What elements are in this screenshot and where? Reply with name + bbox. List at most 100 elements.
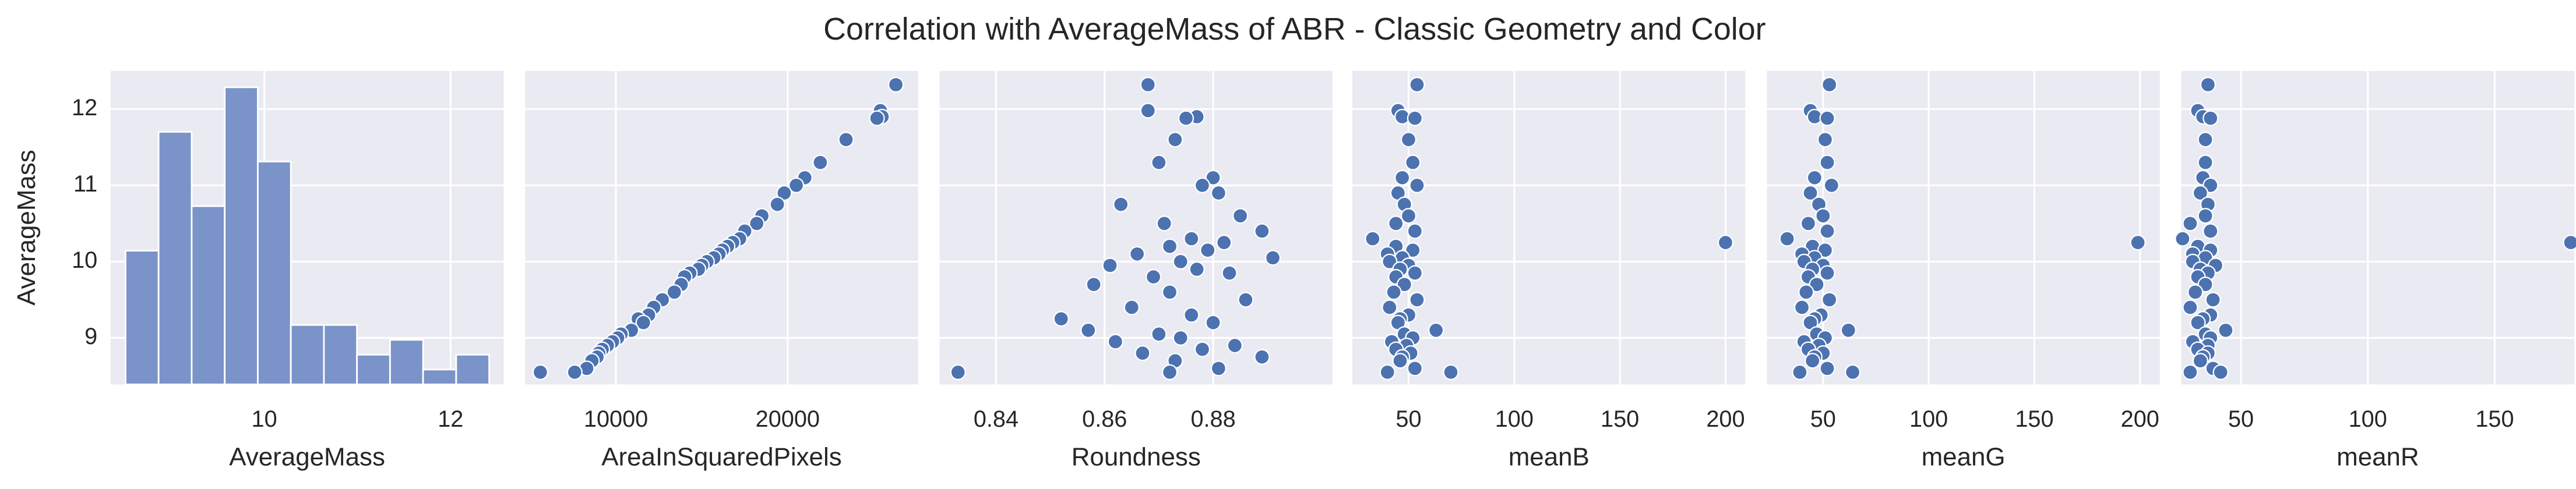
x-tick-label: 200	[2121, 406, 2159, 432]
scatter-point	[1806, 169, 1823, 186]
x-tick-label: 150	[2015, 406, 2053, 432]
scatter-point	[1254, 223, 1270, 239]
scatter-point	[776, 185, 792, 201]
x-tick-label: 10	[252, 406, 277, 432]
scatter-point	[1189, 261, 1205, 278]
scatter-point	[1194, 177, 1211, 193]
scatter-point	[1086, 277, 1102, 293]
scatter-point	[1183, 307, 1200, 323]
scatter-point	[2182, 364, 2198, 380]
x-tick-label: 12	[438, 406, 463, 432]
scatter-point	[1409, 76, 1425, 93]
chart-title: Correlation with AverageMass of ABR - Cl…	[823, 12, 1766, 47]
scatter-point	[1717, 235, 1734, 251]
x-tick-label: 20000	[756, 406, 820, 432]
histogram-bar	[125, 250, 160, 385]
y-tick-label: 11	[73, 171, 97, 197]
scatter-point	[1779, 231, 1795, 247]
panel	[525, 70, 918, 385]
scatter-point	[666, 284, 682, 300]
x-tick-label: 50	[1396, 406, 1421, 432]
x-tick-label: 150	[1601, 406, 1639, 432]
scatter-point	[1107, 334, 1123, 350]
scatter-point	[1178, 110, 1194, 126]
scatter-point	[1210, 360, 1227, 377]
panel	[1767, 70, 2160, 385]
scatter-point	[1113, 196, 1129, 212]
scatter-point	[1823, 177, 1840, 193]
scatter-point	[1232, 208, 1249, 224]
scatter-point	[1205, 314, 1221, 331]
scatter-point	[1216, 235, 1232, 251]
scatter-point	[1388, 215, 1404, 232]
scatter-point	[1172, 329, 1189, 346]
scatter-point	[2197, 154, 2214, 171]
scatter-point	[1140, 102, 1156, 119]
scatter-point	[1102, 257, 1118, 274]
scatter-point	[2200, 76, 2216, 93]
scatter-point	[1167, 132, 1183, 148]
scatter-point	[1161, 284, 1178, 300]
x-tick-label: 10000	[584, 406, 648, 432]
x-axis-label: Roundness	[1072, 442, 1201, 471]
scatter-point	[1365, 231, 1381, 247]
scatter-point	[2190, 314, 2206, 331]
scatter-point	[532, 364, 548, 380]
scatter-point	[1407, 110, 1423, 126]
scatter-point	[1409, 292, 1425, 308]
scatter-point	[1151, 154, 1167, 171]
scatter-point	[1382, 299, 1398, 316]
scatter-point	[2203, 223, 2219, 239]
scatter-point	[1129, 246, 1146, 262]
scatter-point	[1821, 76, 1838, 93]
scatter-point	[1792, 364, 1808, 380]
scatter-point	[1428, 322, 1444, 338]
scatter-point	[1809, 277, 1825, 293]
scatter-point	[869, 110, 885, 126]
histogram-bar	[256, 161, 292, 385]
scatter-point	[1264, 250, 1281, 266]
y-tick-label: 10	[72, 247, 97, 273]
scatter-point	[2205, 292, 2221, 308]
scatter-point	[1400, 132, 1417, 148]
y-tick-label: 9	[84, 324, 97, 349]
scatter-point	[1405, 154, 1421, 171]
panel	[939, 70, 1333, 385]
panel	[1352, 70, 1746, 385]
scatter-point	[1817, 242, 1834, 258]
scatter-point	[566, 364, 583, 380]
y-axis-label: AverageMass	[12, 150, 41, 306]
scatter-point	[838, 132, 854, 148]
scatter-point	[1200, 242, 1216, 258]
scatter-point	[1134, 345, 1151, 362]
scatter-point	[2175, 231, 2191, 247]
scatter-point	[2130, 235, 2146, 251]
x-axis-label: meanB	[1509, 442, 1590, 471]
scatter-point	[1238, 292, 1254, 308]
scatter-point	[2182, 215, 2198, 232]
scatter-point	[1819, 265, 1835, 281]
scatter-point	[887, 76, 904, 93]
x-tick-label: 100	[2349, 406, 2387, 432]
x-tick-label: 100	[1495, 406, 1534, 432]
histogram-bar	[455, 353, 491, 385]
scatter-point	[1819, 110, 1835, 126]
scatter-point	[1205, 169, 1221, 186]
x-tick-label: 0.84	[974, 406, 1019, 432]
scatter-point	[1080, 322, 1097, 338]
histogram-bar	[356, 353, 391, 385]
scatter-point	[1210, 185, 1227, 201]
x-axis-label: AreaInSquaredPixels	[601, 442, 841, 471]
scatter-point	[1844, 364, 1861, 380]
scatter-point	[1798, 284, 1814, 300]
scatter-point	[1802, 185, 1819, 201]
scatter-point	[1221, 265, 1238, 281]
scatter-point	[1140, 76, 1156, 93]
scatter-point	[1161, 238, 1178, 254]
x-tick-label: 200	[1706, 406, 1745, 432]
scatter-point	[1123, 299, 1140, 316]
scatter-point	[1821, 292, 1838, 308]
x-axis-label: meanG	[1922, 442, 2006, 471]
scatter-point	[1382, 253, 1398, 270]
